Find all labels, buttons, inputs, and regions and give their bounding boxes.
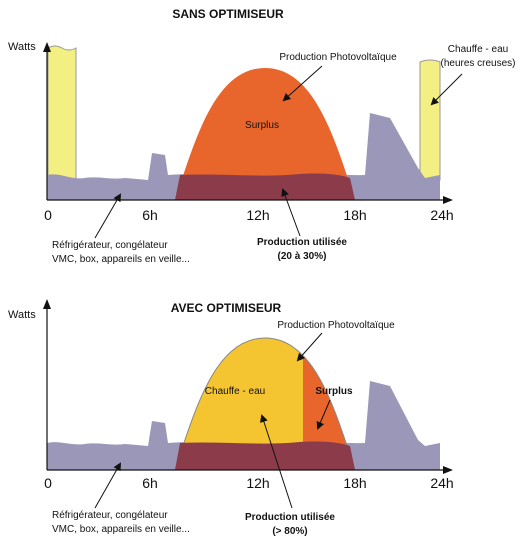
panel-sans: SANS OPTIMISEUR Watts 0 6h 12h 18h 24h P…	[8, 7, 516, 265]
x-tick-label: 24h	[430, 475, 453, 491]
pv-area	[175, 68, 355, 200]
water-heater-area	[47, 45, 77, 183]
panel-title: AVEC OPTIMISEUR	[171, 301, 282, 315]
x-tick-label: 6h	[142, 475, 158, 491]
x-tick-label: 24h	[430, 207, 453, 223]
used-label: Production utilisée	[257, 237, 347, 248]
used-label: (> 80%)	[272, 526, 307, 537]
arrow	[316, 399, 331, 430]
panel-avec: AVEC OPTIMISEUR Watts 0 6h 12h 18h 24h P…	[8, 299, 454, 537]
water-heater-label: (heures creuses)	[440, 58, 515, 69]
surplus-label: Surplus	[245, 120, 279, 131]
x-tick-label: 0	[44, 475, 52, 491]
x-tick-label: 12h	[246, 207, 269, 223]
used-area	[175, 173, 355, 200]
x-tick-label: 6h	[142, 207, 158, 223]
pv-label: Production Photovoltaïque	[279, 52, 397, 63]
used-label: (20 à 30%)	[278, 251, 327, 262]
pv-label: Production Photovoltaïque	[277, 320, 395, 331]
x-tick-label: 0	[44, 207, 52, 223]
arrow	[430, 73, 463, 106]
water-heater-area	[419, 59, 441, 181]
arrow	[94, 462, 121, 509]
arrow	[260, 414, 293, 509]
arrow	[282, 65, 323, 102]
water-heater-label: Chauffe - eau	[205, 386, 265, 397]
x-tick-label: 18h	[343, 475, 366, 491]
y-label: Watts	[8, 309, 36, 321]
surplus-label: Surplus	[315, 386, 353, 397]
arrow	[94, 193, 122, 239]
panel-title: SANS OPTIMISEUR	[172, 7, 284, 21]
baseload-label: Réfrigérateur, congélateur	[52, 510, 168, 521]
used-area	[175, 441, 355, 470]
x-tick-label: 18h	[343, 207, 366, 223]
arrow	[281, 188, 301, 237]
baseload-label: VMC, box, appareils en veille...	[52, 524, 190, 535]
pv-outline	[174, 337, 356, 471]
baseload-label: Réfrigérateur, congélateur	[52, 240, 168, 251]
water-heater-label: Chauffe - eau	[448, 44, 508, 55]
arrow	[296, 332, 323, 362]
baseload-label: VMC, box, appareils en veille...	[52, 254, 190, 265]
used-label: Production utilisée	[245, 512, 335, 523]
water-heater-area	[175, 338, 303, 470]
y-label: Watts	[8, 41, 36, 53]
x-tick-label: 12h	[246, 475, 269, 491]
